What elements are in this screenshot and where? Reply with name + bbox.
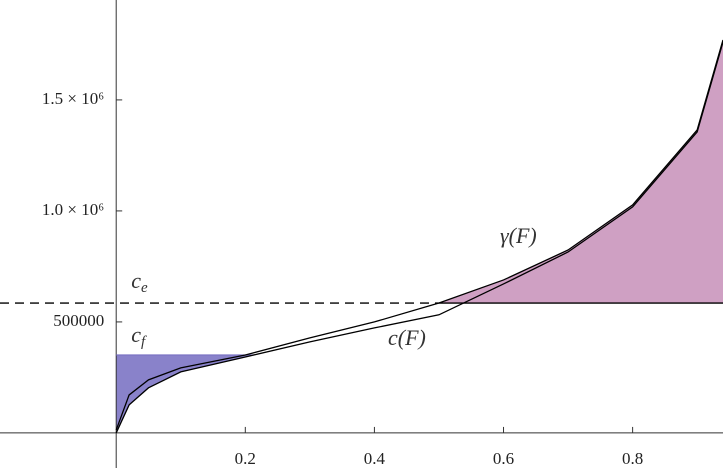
label-main: c [131,322,141,347]
label-sub: e [141,280,148,296]
label-main: c [131,268,141,293]
cost-region [116,354,254,433]
curve [115,41,723,434]
curve-label: γ(F) [500,223,537,248]
line-label: ce [131,268,148,296]
x-tick-label: 0.4 [364,449,386,468]
label-sub: f [141,334,147,350]
curve-label: c(F) [388,325,426,350]
line-label: cf [131,322,147,350]
x-tick-label: 0.8 [622,449,643,468]
y-tick-label: 1.0 × 10⁶ [42,200,104,219]
x-tick-label: 0.2 [235,449,256,468]
y-tick-label: 500000 [53,311,104,330]
surplus-region [438,39,723,304]
curve [115,39,723,431]
y-tick-label: 1.5 × 10⁶ [42,89,104,108]
x-tick-label: 0.6 [493,449,514,468]
